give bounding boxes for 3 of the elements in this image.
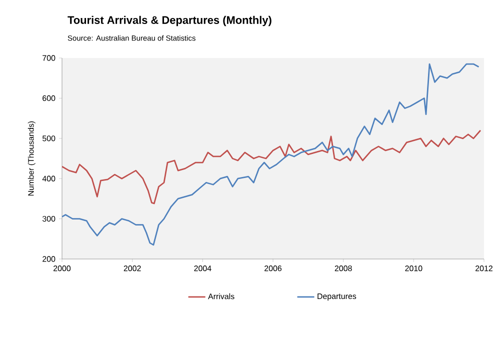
- line-series: [62, 63, 480, 246]
- chart-title: Tourist Arrivals & Departures (Monthly): [68, 16, 272, 26]
- line-series: [62, 130, 482, 204]
